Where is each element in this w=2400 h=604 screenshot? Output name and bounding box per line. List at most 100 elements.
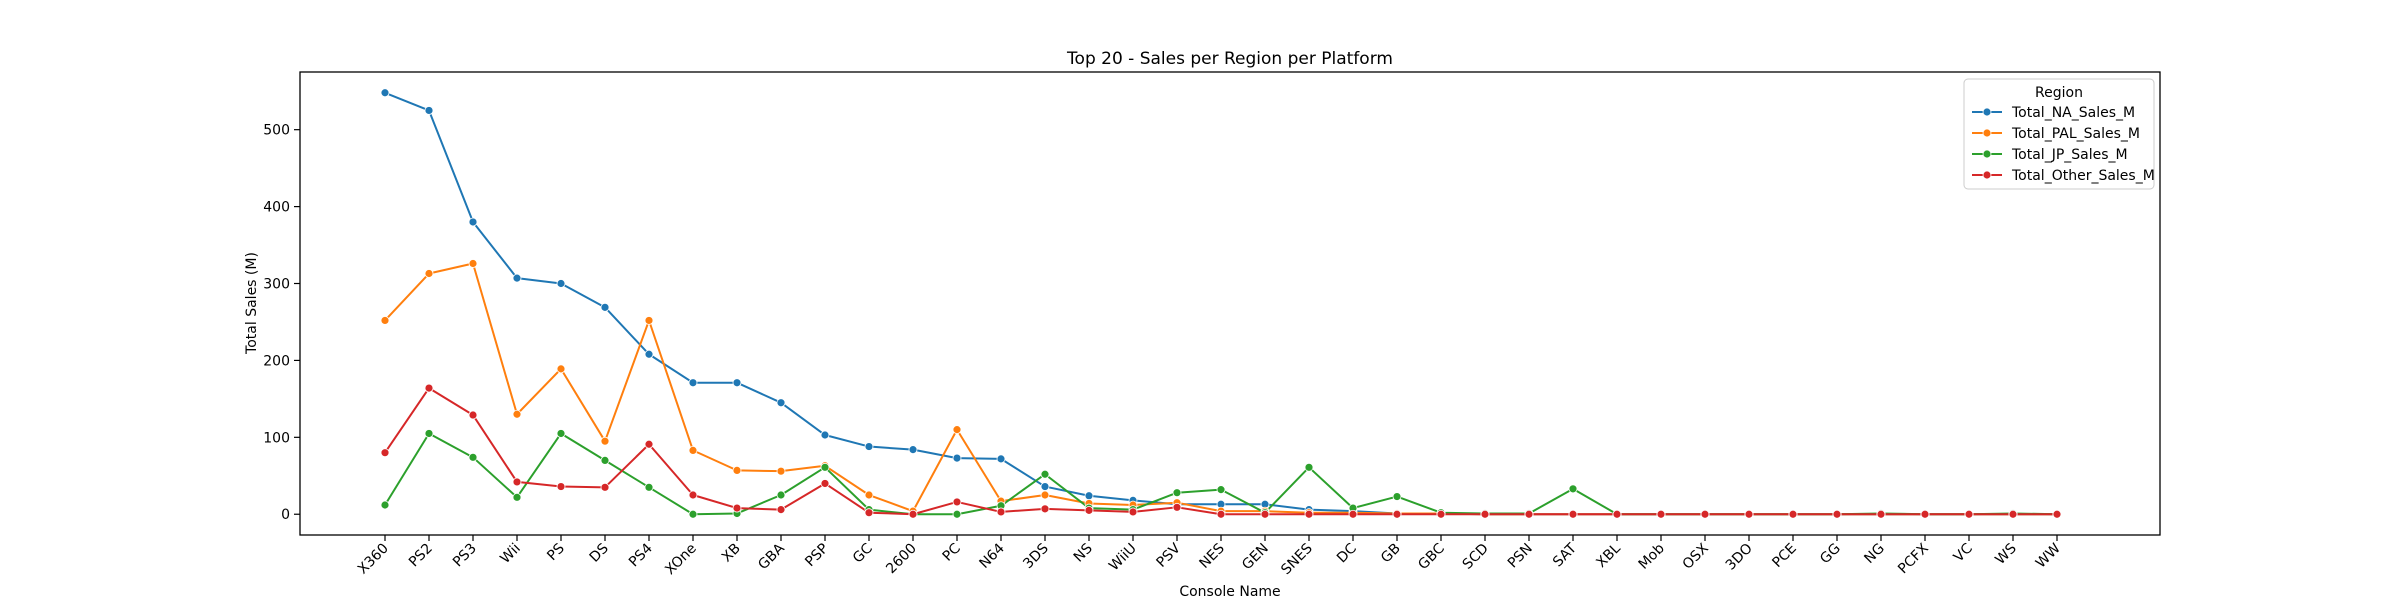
legend-label-Total_PAL_Sales_M: Total_PAL_Sales_M bbox=[2011, 126, 2140, 142]
data-point-Total_PAL_Sales_M bbox=[468, 259, 478, 268]
data-point-Total_JP_Sales_M bbox=[1304, 462, 1314, 472]
x-tick-label: 2600 bbox=[883, 541, 920, 578]
x-tick-label: OSX bbox=[1680, 540, 1712, 572]
x-tick-label: XOne bbox=[662, 541, 700, 579]
x-tick-label: SNES bbox=[1278, 540, 1316, 578]
data-point-Total_Other_Sales_M bbox=[1392, 509, 1402, 519]
x-tick-label: WiiU bbox=[1106, 541, 1140, 575]
y-tick-label: 100 bbox=[263, 430, 290, 446]
data-point-Total_JP_Sales_M bbox=[1392, 492, 1402, 501]
data-point-Total_Other_Sales_M bbox=[1920, 509, 1930, 519]
data-point-Total_Other_Sales_M bbox=[1568, 509, 1578, 519]
x-tick-label: DC bbox=[1334, 540, 1360, 566]
data-point-Total_Other_Sales_M bbox=[2008, 509, 2018, 519]
x-tick-label: PS4 bbox=[626, 540, 656, 570]
x-tick-label: PS3 bbox=[450, 541, 480, 571]
y-axis-label: Total Sales (M) bbox=[244, 252, 260, 355]
data-point-Total_PAL_Sales_M bbox=[644, 316, 654, 325]
data-point-Total_Other_Sales_M bbox=[864, 508, 874, 518]
data-point-Total_Other_Sales_M bbox=[732, 503, 742, 513]
y-tick-label: 0 bbox=[281, 507, 290, 523]
data-point-Total_PAL_Sales_M bbox=[688, 445, 698, 455]
x-tick-label: GBA bbox=[755, 540, 788, 573]
y-tick-label: 300 bbox=[263, 277, 290, 293]
x-tick-label: PS bbox=[544, 540, 568, 564]
data-point-Total_Other_Sales_M bbox=[1480, 509, 1490, 519]
x-tick-label: NS bbox=[1071, 540, 1096, 565]
data-point-Total_JP_Sales_M bbox=[776, 490, 786, 500]
data-point-Total_JP_Sales_M bbox=[512, 492, 522, 502]
data-point-Total_Other_Sales_M bbox=[1744, 509, 1754, 519]
data-point-Total_Other_Sales_M bbox=[1876, 509, 1886, 519]
x-tick-label: PC bbox=[940, 540, 964, 564]
x-axis-label: Console Name bbox=[1179, 584, 1280, 600]
x-tick-label: 3DO bbox=[1723, 541, 1756, 574]
data-point-Total_JP_Sales_M bbox=[380, 500, 390, 510]
data-point-Total_NA_Sales_M bbox=[776, 398, 786, 408]
x-tick-label: GBC bbox=[1415, 540, 1448, 573]
x-tick-label: Wii bbox=[497, 541, 523, 567]
legend-label-Total_JP_Sales_M: Total_JP_Sales_M bbox=[2011, 147, 2128, 163]
legend: Region Total_NA_Sales_M Total_PAL_Sales_M… bbox=[1963, 78, 2155, 190]
data-point-Total_NA_Sales_M bbox=[512, 273, 522, 283]
data-point-Total_JP_Sales_M bbox=[1216, 485, 1226, 495]
legend-label-Total_NA_Sales_M: Total_NA_Sales_M bbox=[2011, 105, 2135, 121]
data-point-Total_Other_Sales_M bbox=[468, 410, 478, 420]
data-point-Total_Other_Sales_M bbox=[1128, 507, 1138, 517]
y-tick-label: 400 bbox=[263, 200, 290, 216]
data-point-Total_NA_Sales_M bbox=[468, 217, 478, 227]
data-point-Total_Other_Sales_M bbox=[952, 497, 962, 507]
data-point-Total_Other_Sales_M bbox=[1260, 509, 1270, 519]
data-point-Total_Other_Sales_M bbox=[1524, 509, 1534, 519]
data-point-Total_Other_Sales_M bbox=[380, 448, 390, 458]
data-point-Total_NA_Sales_M bbox=[380, 88, 390, 98]
y-tick-label: 200 bbox=[263, 353, 290, 369]
data-point-Total_Other_Sales_M bbox=[424, 383, 434, 393]
legend-marker-Total_NA_Sales_M bbox=[1982, 107, 1992, 117]
x-tick-label: PSN bbox=[1505, 541, 1536, 572]
data-point-Total_NA_Sales_M bbox=[864, 442, 874, 451]
x-tick-label: 3DS bbox=[1020, 540, 1052, 572]
data-point-Total_Other_Sales_M bbox=[776, 505, 786, 515]
data-point-Total_Other_Sales_M bbox=[600, 482, 610, 492]
data-point-Total_NA_Sales_M bbox=[996, 454, 1006, 464]
x-tick-label: XBL bbox=[1593, 540, 1624, 571]
y-tick-label: 500 bbox=[263, 123, 290, 139]
data-point-Total_JP_Sales_M bbox=[556, 429, 566, 438]
data-point-Total_JP_Sales_M bbox=[424, 429, 434, 438]
legend-marker-Total_PAL_Sales_M bbox=[1982, 128, 1992, 138]
data-point-Total_Other_Sales_M bbox=[1040, 504, 1050, 514]
x-tick-label: XB bbox=[719, 541, 744, 566]
data-point-Total_JP_Sales_M bbox=[1040, 469, 1050, 479]
data-point-Total_Other_Sales_M bbox=[1612, 509, 1622, 519]
data-point-Total_PAL_Sales_M bbox=[952, 425, 962, 435]
x-tick-label: WS bbox=[1992, 540, 2019, 567]
axes: 0 100 200 300 400 500 X360 PS2 PS3 Wii PS DS PS4 XOne… bbox=[263, 123, 2064, 578]
x-tick-label: GEN bbox=[1239, 541, 1272, 574]
x-tick-label: Mob bbox=[1636, 540, 1668, 572]
data-point-Total_JP_Sales_M bbox=[952, 509, 962, 519]
x-tick-label: PSV bbox=[1153, 540, 1184, 571]
data-point-Total_JP_Sales_M bbox=[600, 455, 610, 465]
series-line-Total_NA_Sales_M bbox=[384, 91, 2057, 516]
data-point-Total_Other_Sales_M bbox=[1436, 509, 1446, 519]
series-lines bbox=[384, 91, 2058, 516]
series-line-Total_Other_Sales_M bbox=[384, 387, 2057, 516]
x-tick-label: SCD bbox=[1460, 541, 1492, 573]
data-point-Total_Other_Sales_M bbox=[688, 490, 698, 500]
data-point-Total_Other_Sales_M bbox=[820, 479, 830, 488]
x-tick-label: GG bbox=[1817, 541, 1844, 568]
data-point-Total_PAL_Sales_M bbox=[512, 409, 522, 419]
data-point-Total_Other_Sales_M bbox=[512, 477, 522, 487]
data-point-Total_NA_Sales_M bbox=[908, 445, 918, 455]
legend-marker-Total_Other_Sales_M bbox=[1982, 170, 1992, 180]
data-point-Total_PAL_Sales_M bbox=[776, 466, 786, 476]
legend-title: Region bbox=[2035, 85, 2083, 101]
data-point-Total_JP_Sales_M bbox=[688, 509, 698, 519]
x-tick-label: PCFX bbox=[1895, 540, 1932, 577]
data-point-Total_Other_Sales_M bbox=[1788, 509, 1798, 519]
data-point-Total_Other_Sales_M bbox=[1656, 509, 1666, 519]
x-tick-label: PCE bbox=[1769, 541, 1799, 571]
x-tick-label: NG bbox=[1861, 541, 1887, 567]
